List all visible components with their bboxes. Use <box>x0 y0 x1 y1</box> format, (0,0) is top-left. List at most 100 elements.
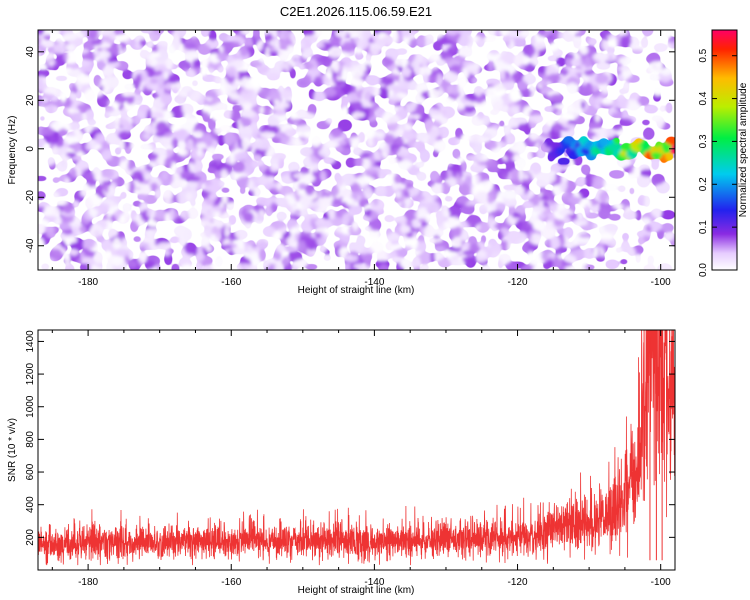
heatmap-cell <box>201 67 207 76</box>
heatmap-cell <box>115 34 130 41</box>
heatmap-cell <box>542 227 555 239</box>
heatmap-cell <box>617 98 629 108</box>
heatmap-cell <box>597 128 609 138</box>
heatmap-cell <box>572 100 582 110</box>
x-tick-label: -160 <box>221 577 241 588</box>
heatmap-cell <box>529 115 544 123</box>
heatmap-cell <box>268 50 279 56</box>
heatmap-cell <box>606 263 615 269</box>
heatmap-cell <box>139 257 148 262</box>
heatmap-cell <box>465 257 476 268</box>
heatmap-cell <box>241 137 250 150</box>
heatmap-cell <box>311 204 319 210</box>
heatmap-cell <box>326 67 332 80</box>
heatmap-cell <box>137 194 148 200</box>
heatmap-cell <box>314 232 322 239</box>
heatmap-cell <box>642 217 651 223</box>
heatmap-cell <box>205 90 218 98</box>
heatmap-cell <box>258 160 264 167</box>
heatmap-cell <box>290 113 298 120</box>
heatmap-cell <box>151 111 164 119</box>
heatmap-cell <box>304 62 314 69</box>
heatmap-cell <box>277 50 283 56</box>
heatmap-cell <box>427 181 435 187</box>
heatmap-cell <box>385 48 399 59</box>
colorbar-tick-label: 0.5 <box>698 48 709 62</box>
heatmap-cell <box>489 50 499 55</box>
heatmap-cell <box>243 164 254 175</box>
heatmap-cell <box>201 237 210 248</box>
heatmap-cell <box>201 133 212 144</box>
heatmap-cell <box>509 90 522 102</box>
heatmap-cell <box>163 132 173 138</box>
heatmap-cell <box>273 252 282 261</box>
heatmap-cell <box>360 252 372 262</box>
heatmap-cell <box>402 66 411 78</box>
heatmap-cell <box>324 250 330 255</box>
heatmap-cell <box>629 164 634 174</box>
heatmap-cell <box>390 244 402 250</box>
heatmap-cell <box>88 209 99 218</box>
heatmap-cell <box>114 30 125 35</box>
heatmap-cell <box>267 115 279 126</box>
heatmap-cell <box>263 226 276 237</box>
heatmap-cell <box>546 219 552 230</box>
heatmap-cell <box>353 36 359 44</box>
heatmap-cell <box>219 125 232 131</box>
heatmap-cell <box>587 132 596 137</box>
heatmap-cell <box>53 63 59 71</box>
heatmap-cell <box>330 128 342 138</box>
heatmap-cell <box>171 162 176 173</box>
heatmap-cell <box>505 198 517 207</box>
heatmap-cell <box>82 59 91 68</box>
heatmap-cell <box>129 260 138 268</box>
heatmap-cell <box>103 66 114 77</box>
heatmap-cell <box>105 106 114 113</box>
heatmap-cell <box>502 36 512 41</box>
heatmap-cell <box>182 264 191 270</box>
heatmap-cell <box>441 170 448 180</box>
heatmap-cell <box>255 215 264 222</box>
heatmap-cell <box>341 96 348 107</box>
heatmap-cell <box>557 258 563 268</box>
heatmap-cell <box>550 202 559 212</box>
heatmap-cell <box>221 196 228 204</box>
heatmap-cell <box>369 42 381 55</box>
heatmap-cell <box>272 231 283 239</box>
heatmap-cell <box>338 139 348 146</box>
heatmap-cell <box>366 53 371 62</box>
colorbar-gradient <box>711 29 738 271</box>
heatmap-cell <box>534 41 546 51</box>
y-tick-label: 800 <box>25 431 36 448</box>
heatmap-cell <box>215 232 222 239</box>
heatmap-cell <box>408 114 422 119</box>
spectrogram-panel: -180 -160 -140 -120 -100 -40 -20 0 20 40 Height … <box>7 29 676 296</box>
heatmap-cell <box>148 218 157 228</box>
heatmap-cell <box>579 199 592 208</box>
heatmap-cell <box>149 161 158 167</box>
heatmap-cell <box>131 209 137 221</box>
heatmap-cell <box>284 247 298 252</box>
heatmap-cell <box>529 216 539 223</box>
heatmap-cell <box>278 30 291 40</box>
heatmap-cell <box>56 146 69 155</box>
heatmap-cell <box>451 225 462 238</box>
heatmap-cell <box>537 149 546 159</box>
heatmap-cell <box>291 226 296 235</box>
heatmap-cell <box>449 260 464 265</box>
heatmap-cell <box>145 260 155 270</box>
heatmap-cell <box>456 196 469 205</box>
heatmap-cell <box>637 96 650 106</box>
heatmap-cell <box>622 109 628 121</box>
heatmap-cell <box>352 221 358 232</box>
heatmap-cell <box>589 96 596 105</box>
heatmap-cell <box>493 100 503 111</box>
heatmap-cell <box>365 64 371 74</box>
heatmap-cell <box>618 66 630 71</box>
heatmap-cell <box>557 228 564 234</box>
heatmap-cell <box>86 109 94 121</box>
heatmap-cell <box>241 103 254 109</box>
heatmap-cell <box>308 104 317 115</box>
heatmap-cell <box>216 52 228 61</box>
heatmap-cell <box>643 127 655 140</box>
